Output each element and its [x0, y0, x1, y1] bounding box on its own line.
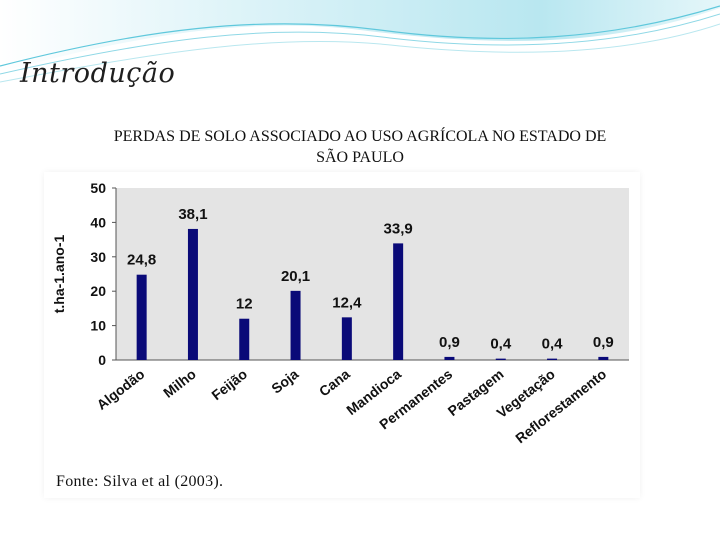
category-label: Cana: [316, 366, 353, 400]
data-label: 0,4: [490, 336, 512, 353]
data-label: 12,4: [332, 294, 362, 311]
data-label: 24,8: [127, 252, 156, 269]
bar: [187, 228, 198, 360]
bar: [444, 356, 455, 360]
data-label: 20,1: [281, 268, 310, 285]
category-label: Algodão: [94, 366, 148, 413]
data-label: 12: [236, 296, 253, 313]
plot-area: [116, 188, 629, 360]
data-label: 0,4: [542, 336, 564, 353]
category-label: Milho: [160, 366, 199, 401]
subtitle-line-2: SÃO PAULO: [316, 149, 404, 166]
data-label: 0,9: [439, 334, 460, 351]
bar: [290, 290, 301, 360]
y-tick-label: 10: [90, 318, 106, 334]
slide-title: Introdução: [20, 58, 176, 89]
bar: [341, 317, 352, 360]
data-label: 38,1: [178, 206, 207, 223]
header-wave-decoration: [0, 0, 720, 83]
y-tick-label: 50: [90, 180, 106, 196]
bar: [393, 243, 404, 360]
data-label: 0,9: [593, 334, 614, 351]
bar: [547, 358, 558, 360]
subtitle-line-1: PERDAS DE SOLO ASSOCIADO AO USO AGRÍCOLA…: [113, 128, 607, 145]
bar-chart: 0 10 20 30 40 50 t.ha-1.ano-1 24,8 Algodão 38,1 Mi…: [44, 172, 640, 498]
y-axis-label: t.ha-1.ano-1: [51, 235, 67, 314]
category-label: Soja: [268, 366, 301, 397]
y-tick-label: 40: [90, 214, 106, 230]
chart-subtitle: PERDAS DE SOLO ASSOCIADO AO USO AGRÍCOLA…: [40, 126, 680, 168]
y-tick-label: 0: [98, 352, 106, 368]
chart-canvas: 0 10 20 30 40 50 t.ha-1.ano-1 24,8 Algodão 38,1 Mi…: [51, 180, 629, 447]
y-tick-label: 30: [90, 249, 106, 265]
bar: [239, 318, 250, 360]
y-tick-label: 20: [90, 283, 106, 299]
bar: [136, 274, 147, 360]
data-label: 33,9: [384, 220, 413, 237]
bar: [495, 358, 506, 360]
category-label: Reflorestamento: [512, 366, 609, 447]
bar: [598, 356, 609, 360]
category-label: Feijão: [208, 366, 250, 404]
source-citation: Fonte: Silva et al (2003).: [56, 473, 224, 490]
